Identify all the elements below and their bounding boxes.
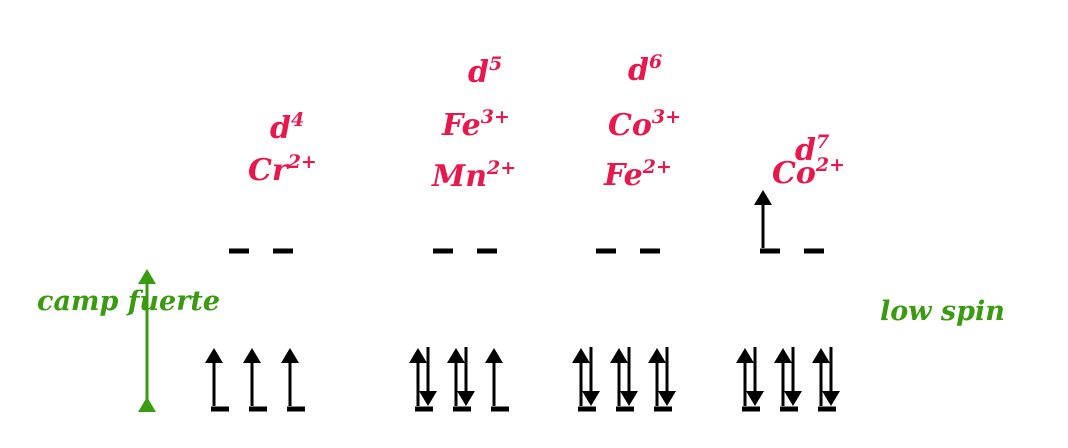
ion-co3-label: Co3+ (608, 106, 681, 143)
field-label: camp fuerte (37, 286, 220, 317)
spin-label: low spin (880, 296, 1005, 327)
config-d7-label: d7 (795, 131, 829, 168)
ion-cr2-label: Cr2+ (248, 151, 317, 188)
ion-fe2-label: Fe2+ (603, 156, 672, 193)
ion-co2-label: Co2+ (772, 154, 845, 191)
config-d5-label: d5 (468, 53, 502, 90)
config-d4-label: d4 (270, 109, 304, 146)
orbital-levels (205, 190, 840, 412)
config-d6-label: d6 (628, 51, 662, 88)
ion-fe3-label: Fe3+ (441, 106, 510, 143)
ion-mn2-label: Mn2+ (431, 157, 516, 194)
